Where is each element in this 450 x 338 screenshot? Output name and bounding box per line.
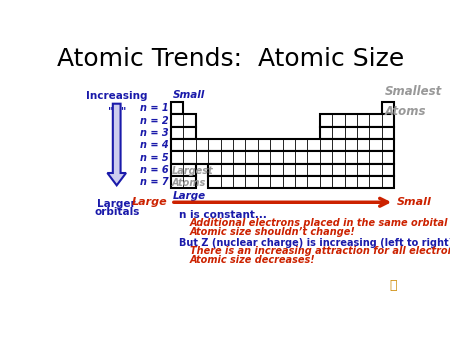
Text: n = 6: n = 6 bbox=[140, 165, 169, 175]
Text: But Z (nuclear charge) is increasing (left to right).: But Z (nuclear charge) is increasing (le… bbox=[179, 238, 450, 248]
Text: Increasing: Increasing bbox=[86, 91, 148, 101]
Bar bbox=[171, 164, 196, 176]
Text: Smallest: Smallest bbox=[385, 84, 442, 98]
Text: n = 7: n = 7 bbox=[140, 177, 169, 187]
Bar bbox=[320, 115, 394, 127]
Text: Atomic size decreases!: Atomic size decreases! bbox=[189, 255, 315, 265]
Text: Large: Large bbox=[132, 197, 168, 207]
Text: n = 2: n = 2 bbox=[140, 116, 169, 126]
Bar bbox=[320, 127, 394, 139]
Text: Additional electrons placed in the same orbital: Additional electrons placed in the same … bbox=[189, 218, 448, 228]
Bar bbox=[171, 176, 196, 188]
Text: n is constant...: n is constant... bbox=[179, 210, 266, 220]
Bar bbox=[208, 176, 394, 188]
Text: Larger: Larger bbox=[97, 199, 136, 209]
Bar bbox=[171, 139, 394, 151]
Text: Atoms: Atoms bbox=[172, 178, 206, 188]
Text: "n": "n" bbox=[108, 107, 126, 117]
Bar bbox=[171, 127, 196, 139]
Text: Largest: Largest bbox=[172, 166, 213, 176]
Text: n = 3: n = 3 bbox=[140, 128, 169, 138]
Text: There is an increasing attraction for all electrons!: There is an increasing attraction for al… bbox=[189, 246, 450, 256]
Bar bbox=[171, 151, 394, 164]
Polygon shape bbox=[108, 104, 126, 185]
Text: Large: Large bbox=[172, 191, 206, 201]
Text: Small: Small bbox=[172, 90, 205, 100]
Text: Atomic size shouldn’t change!: Atomic size shouldn’t change! bbox=[189, 227, 356, 237]
Bar bbox=[382, 102, 394, 115]
Text: n = 4: n = 4 bbox=[140, 140, 169, 150]
Bar bbox=[208, 164, 394, 176]
Bar bbox=[171, 115, 196, 127]
Text: n = 1: n = 1 bbox=[140, 103, 169, 113]
Bar bbox=[171, 102, 183, 115]
Text: Atoms: Atoms bbox=[385, 105, 426, 118]
Text: Atomic Trends:  Atomic Size: Atomic Trends: Atomic Size bbox=[57, 47, 404, 71]
Text: n = 5: n = 5 bbox=[140, 152, 169, 163]
Text: orbitals: orbitals bbox=[94, 207, 140, 217]
Text: 🔊: 🔊 bbox=[390, 279, 397, 292]
Text: Small: Small bbox=[397, 197, 432, 207]
